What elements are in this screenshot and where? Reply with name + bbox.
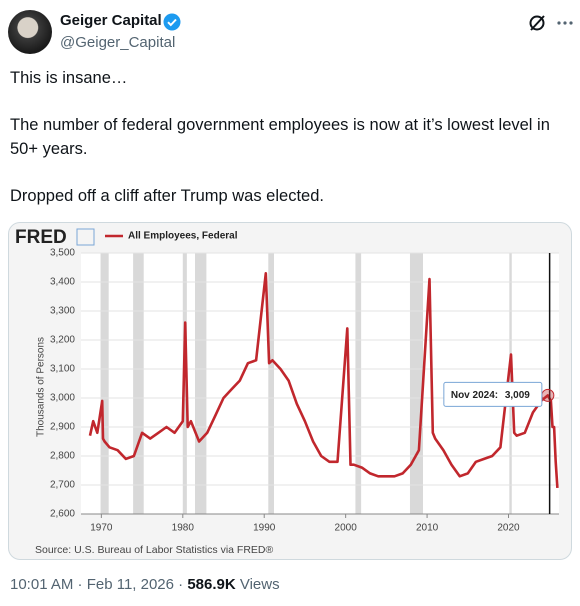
tooltip-box (443, 381, 543, 407)
tweet-text: This is insane… The number of federal go… (10, 66, 570, 231)
recession-band (195, 253, 207, 514)
views-count: 586.9K (187, 576, 236, 593)
source: Source: U.S. Bureau of Labor Statistics … (35, 544, 274, 556)
tooltip-label: Nov 2024: (451, 390, 498, 401)
more-icon[interactable] (555, 13, 575, 33)
y-tick-label: 2,600 (50, 509, 75, 520)
recession-band (268, 253, 274, 514)
recession-band (409, 253, 424, 514)
y-tick-label: 3,000 (50, 393, 75, 404)
y-tick-label: 2,900 (50, 422, 75, 433)
line-series (88, 272, 559, 488)
x-tick-label: 1980 (172, 523, 195, 534)
y-tick-label: 2,700 (50, 480, 75, 491)
y-tick-label: 3,500 (50, 248, 75, 259)
x-tick-label: 2020 (497, 523, 520, 534)
x-tick-label: 2010 (416, 523, 439, 534)
tooltip-value: 3,009 (505, 390, 530, 401)
y-tick-label: 3,400 (50, 277, 75, 288)
x-tick-label: 1970 (90, 523, 113, 534)
y-tick-label: 3,200 (50, 335, 75, 346)
chart: FRED Thousands of Persons Source: U.S. B… (15, 227, 559, 556)
verified-badge (163, 13, 181, 31)
annotation-point (541, 388, 555, 402)
timestamp: 10:01 AM · Feb 11, 2026 · (10, 576, 188, 593)
paragraph: The number of federal government employe… (10, 116, 550, 158)
recession-band (100, 253, 109, 514)
x-tick-label: 1990 (253, 523, 276, 534)
paragraph: This is insane… (10, 69, 128, 87)
legend-label: All Employees, Federal (128, 231, 238, 242)
avatar[interactable] (8, 10, 52, 54)
grok-icon[interactable] (527, 13, 547, 33)
author-name[interactable]: Geiger Capital (60, 12, 162, 29)
fred-logo: FRED (15, 227, 67, 248)
logo-icon (76, 228, 95, 246)
chart-card[interactable]: FRED Thousands of Persons Source: U.S. B… (8, 222, 572, 560)
recession-band (133, 253, 144, 514)
y-tick-label: 3,300 (50, 306, 75, 317)
recession-band (355, 253, 362, 514)
author-handle[interactable]: @Geiger_Capital (60, 34, 176, 51)
paragraph: Dropped off a cliff after Trump was elec… (10, 187, 324, 205)
tweet-meta: 10:01 AM · Feb 11, 2026 · 586.9K Views (10, 576, 280, 593)
y-tick-label: 2,800 (50, 451, 75, 462)
y-tick-label: 3,100 (50, 364, 75, 375)
y-axis-title: Thousands of Persons (36, 337, 47, 437)
x-tick-label: 2000 (335, 523, 358, 534)
views-label: Views (235, 576, 280, 593)
